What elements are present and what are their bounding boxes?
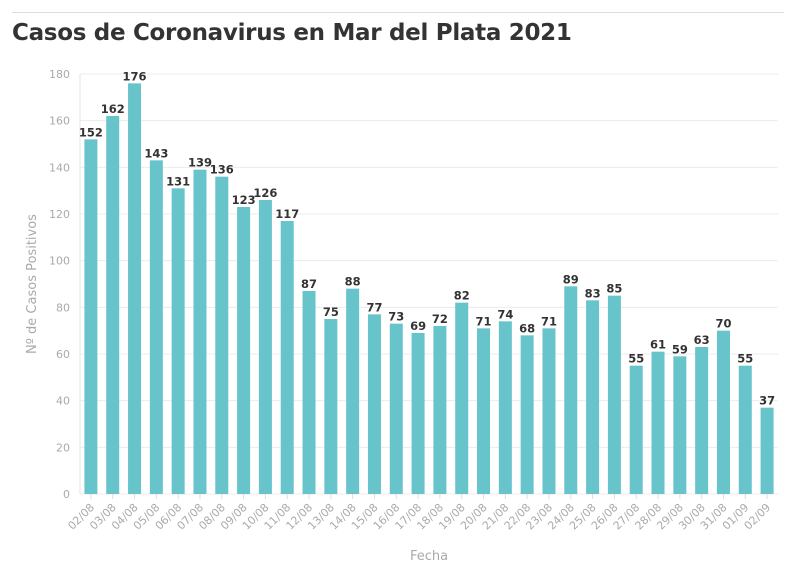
data-label: 69 [410,319,426,333]
data-label: 152 [79,125,103,139]
bar [586,300,600,494]
bar [498,321,512,494]
data-label: 77 [366,300,382,314]
chart-title: Casos de Coronavirus en Mar del Plata 20… [12,20,572,46]
y-tick-label: 20 [56,441,70,454]
data-label: 61 [650,338,666,352]
data-label: 73 [388,310,404,324]
bar [237,207,251,494]
data-label: 89 [563,272,579,286]
y-tick-label: 140 [49,161,70,174]
bar [564,286,578,494]
bar [367,314,381,494]
data-label: 59 [672,342,688,356]
data-label: 55 [628,352,644,366]
data-label: 37 [759,394,775,408]
data-label: 126 [253,186,277,200]
bar [171,188,185,495]
bar [84,139,98,495]
bar [695,347,709,494]
data-label: 88 [345,275,361,289]
data-label: 72 [432,312,448,326]
data-label: 117 [275,207,299,221]
y-axis-title: Nº de Casos Positivos [25,214,40,354]
data-label: 87 [301,277,317,291]
data-label: 162 [101,102,125,116]
bar [389,323,403,494]
bar [607,295,621,494]
bar [651,351,665,494]
bar [673,356,687,494]
top-divider [12,12,784,13]
y-tick-label: 40 [56,395,70,408]
data-label: 74 [497,307,513,321]
bar [106,116,120,494]
y-tick-label: 100 [49,255,70,268]
y-tick-label: 160 [49,115,70,128]
x-axis-title: Fecha [410,549,448,564]
bar [258,200,272,494]
data-label: 143 [144,146,168,160]
bar [280,221,294,494]
data-label: 176 [123,69,147,83]
bar [128,83,142,494]
bar [738,365,752,494]
data-label: 131 [166,174,190,188]
bar [346,288,360,494]
data-label: 75 [323,305,339,319]
bar [455,302,469,494]
bar [760,407,774,494]
bar [302,291,316,494]
data-label: 55 [737,352,753,366]
data-label: 136 [210,163,234,177]
bar [477,328,491,494]
bar [716,330,730,494]
data-label: 70 [715,317,731,331]
y-tick-label: 60 [56,348,70,361]
data-label: 63 [694,333,710,347]
data-label: 82 [454,289,470,303]
data-label: 83 [585,286,601,300]
bar [149,160,163,495]
bar [542,328,556,494]
bar [629,365,643,494]
data-label: 71 [541,314,557,328]
bar [411,333,425,494]
bar [520,335,534,494]
y-tick-label: 120 [49,208,70,221]
data-label: 68 [519,321,535,335]
data-label: 71 [476,314,492,328]
y-tick-label: 180 [49,68,70,81]
data-label: 139 [188,156,212,170]
y-tick-label: 80 [56,301,70,314]
bar [433,326,447,494]
bar [324,319,338,494]
bar [193,169,207,494]
data-label: 123 [232,193,256,207]
bar [215,176,229,494]
y-tick-label: 0 [63,488,70,501]
data-label: 85 [606,282,622,296]
